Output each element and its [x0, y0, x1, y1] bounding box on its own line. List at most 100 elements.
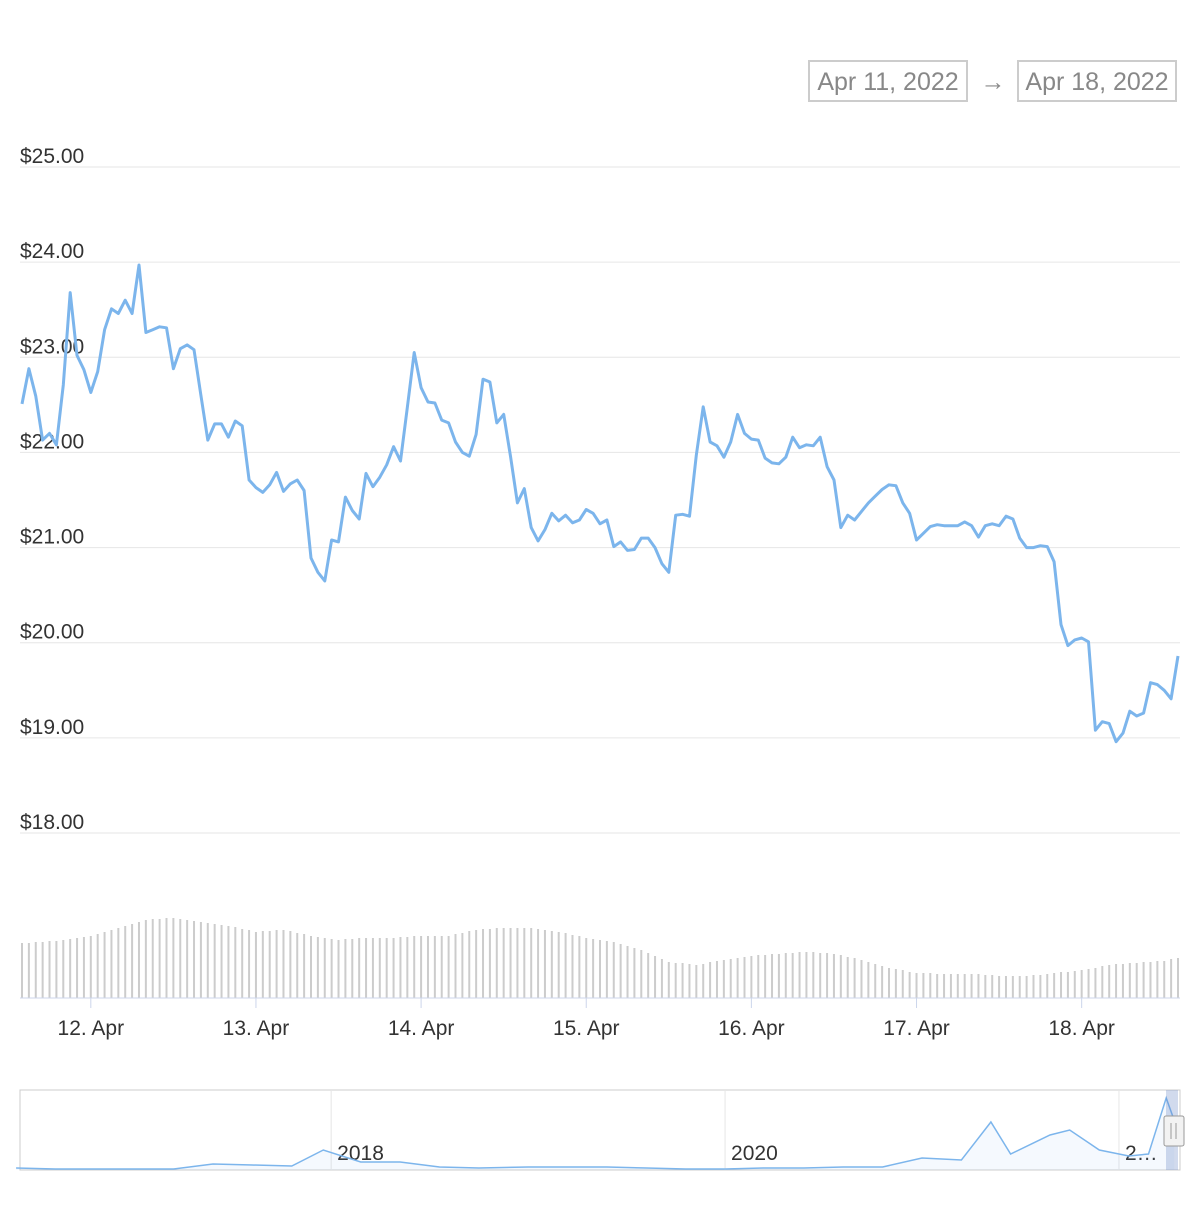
volume-bar: [943, 974, 946, 998]
navigator-handle[interactable]: [1163, 1115, 1185, 1147]
volume-bar: [681, 963, 684, 998]
volume-bar: [860, 960, 863, 998]
volume-bar: [310, 936, 312, 998]
volume-bar: [660, 959, 663, 998]
x-tick-label: 12. Apr: [58, 1017, 125, 1040]
volume-bar: [406, 937, 409, 998]
volume-bar: [27, 943, 30, 998]
volume-bar: [69, 939, 72, 998]
volume-bar: [234, 927, 237, 998]
x-tick-label: 16. Apr: [718, 1017, 785, 1040]
volume-bar: [715, 961, 718, 998]
volume-bar: [1039, 975, 1042, 998]
volume-bar: [482, 929, 485, 998]
volume-bar: [743, 957, 746, 998]
volume-bar: [1108, 965, 1111, 998]
volume-bar: [461, 933, 464, 998]
volume-bar: [757, 955, 760, 998]
volume-bar: [440, 936, 443, 998]
volume-bar: [915, 973, 918, 998]
volume-bar: [771, 954, 774, 998]
y-tick-label: $20.00: [20, 621, 84, 644]
volume-bar: [1142, 962, 1145, 998]
volume-bar: [1177, 958, 1179, 998]
volume-bar: [468, 931, 471, 998]
volume-bar: [337, 940, 340, 998]
volume-bar: [585, 938, 588, 998]
volume-bar: [867, 962, 870, 998]
volume-bar: [426, 936, 429, 998]
volume-bar: [124, 926, 127, 998]
volume-bar: [998, 976, 1001, 998]
volume-bar: [984, 975, 987, 998]
volume-bar: [550, 931, 553, 998]
volume-bar: [633, 948, 636, 998]
volume-bar: [186, 920, 189, 998]
volume-bar: [351, 939, 354, 998]
volume-bar: [103, 932, 106, 998]
volume-bar: [826, 953, 829, 998]
volume-bar: [991, 975, 994, 998]
navigator-tick-label: 2020: [731, 1142, 778, 1165]
y-tick-label: $19.00: [20, 716, 84, 739]
volume-bar: [172, 918, 175, 998]
y-tick-label: $22.00: [20, 430, 84, 453]
volume-bar: [750, 956, 753, 998]
volume-bar: [399, 937, 402, 998]
volume-bar: [929, 973, 932, 998]
volume-bar: [268, 931, 271, 998]
volume-bar: [365, 938, 368, 998]
volume-bar: [709, 962, 712, 998]
volume-bar: [963, 974, 966, 998]
volume-bar: [34, 942, 37, 998]
volume-bar: [564, 933, 567, 998]
volume-bar: [839, 955, 842, 998]
volume-bar: [1004, 976, 1007, 998]
from-date-input[interactable]: [808, 60, 968, 102]
volume-bar: [199, 922, 202, 998]
navigator-tick-label: 2018: [337, 1142, 384, 1165]
volume-bar: [901, 970, 904, 998]
volume-bar: [619, 944, 622, 998]
volume-bar: [1025, 976, 1028, 998]
volume-bar: [894, 969, 897, 998]
volume-bar: [62, 940, 65, 998]
volume-bar: [316, 937, 319, 998]
volume-bar: [1128, 963, 1131, 998]
volume-bar: [819, 953, 822, 998]
volume-bar: [1121, 964, 1124, 998]
volume-bar: [956, 974, 959, 998]
volume-bar: [110, 930, 113, 998]
volume-bar: [516, 928, 519, 998]
volume-bar: [1156, 961, 1159, 998]
from-date: Apr 11, 2022: [817, 68, 958, 96]
volume-bar: [605, 941, 608, 998]
volume-bar: [392, 938, 395, 998]
volume-bar: [523, 928, 526, 998]
volume-bar: [1087, 969, 1090, 998]
to-date-input[interactable]: [1017, 60, 1177, 102]
volume-bar: [1066, 972, 1069, 998]
volume-bar: [970, 974, 973, 998]
volume-bar: [454, 934, 457, 998]
volume-bar: [695, 965, 698, 998]
volume-bar: [254, 932, 257, 998]
volume-bar: [702, 964, 705, 998]
volume-bar: [502, 928, 505, 998]
volume-bar: [296, 933, 299, 998]
x-tick-label: 14. Apr: [388, 1017, 455, 1040]
volume-bar: [798, 952, 801, 998]
navigator-line: [16, 1095, 1175, 1170]
y-tick-label: $25.00: [20, 145, 84, 168]
volume-bar: [853, 958, 856, 998]
volume-bar: [82, 937, 85, 998]
volume-bar: [261, 931, 264, 998]
volume-bar: [626, 946, 629, 998]
volume-bar: [647, 953, 650, 998]
volume-bar: [1149, 962, 1152, 998]
volume-bar: [1094, 968, 1097, 998]
volume-bar: [220, 925, 223, 998]
volume-bar: [812, 952, 815, 998]
volume-bar: [241, 929, 244, 998]
volume-bar: [378, 938, 381, 998]
